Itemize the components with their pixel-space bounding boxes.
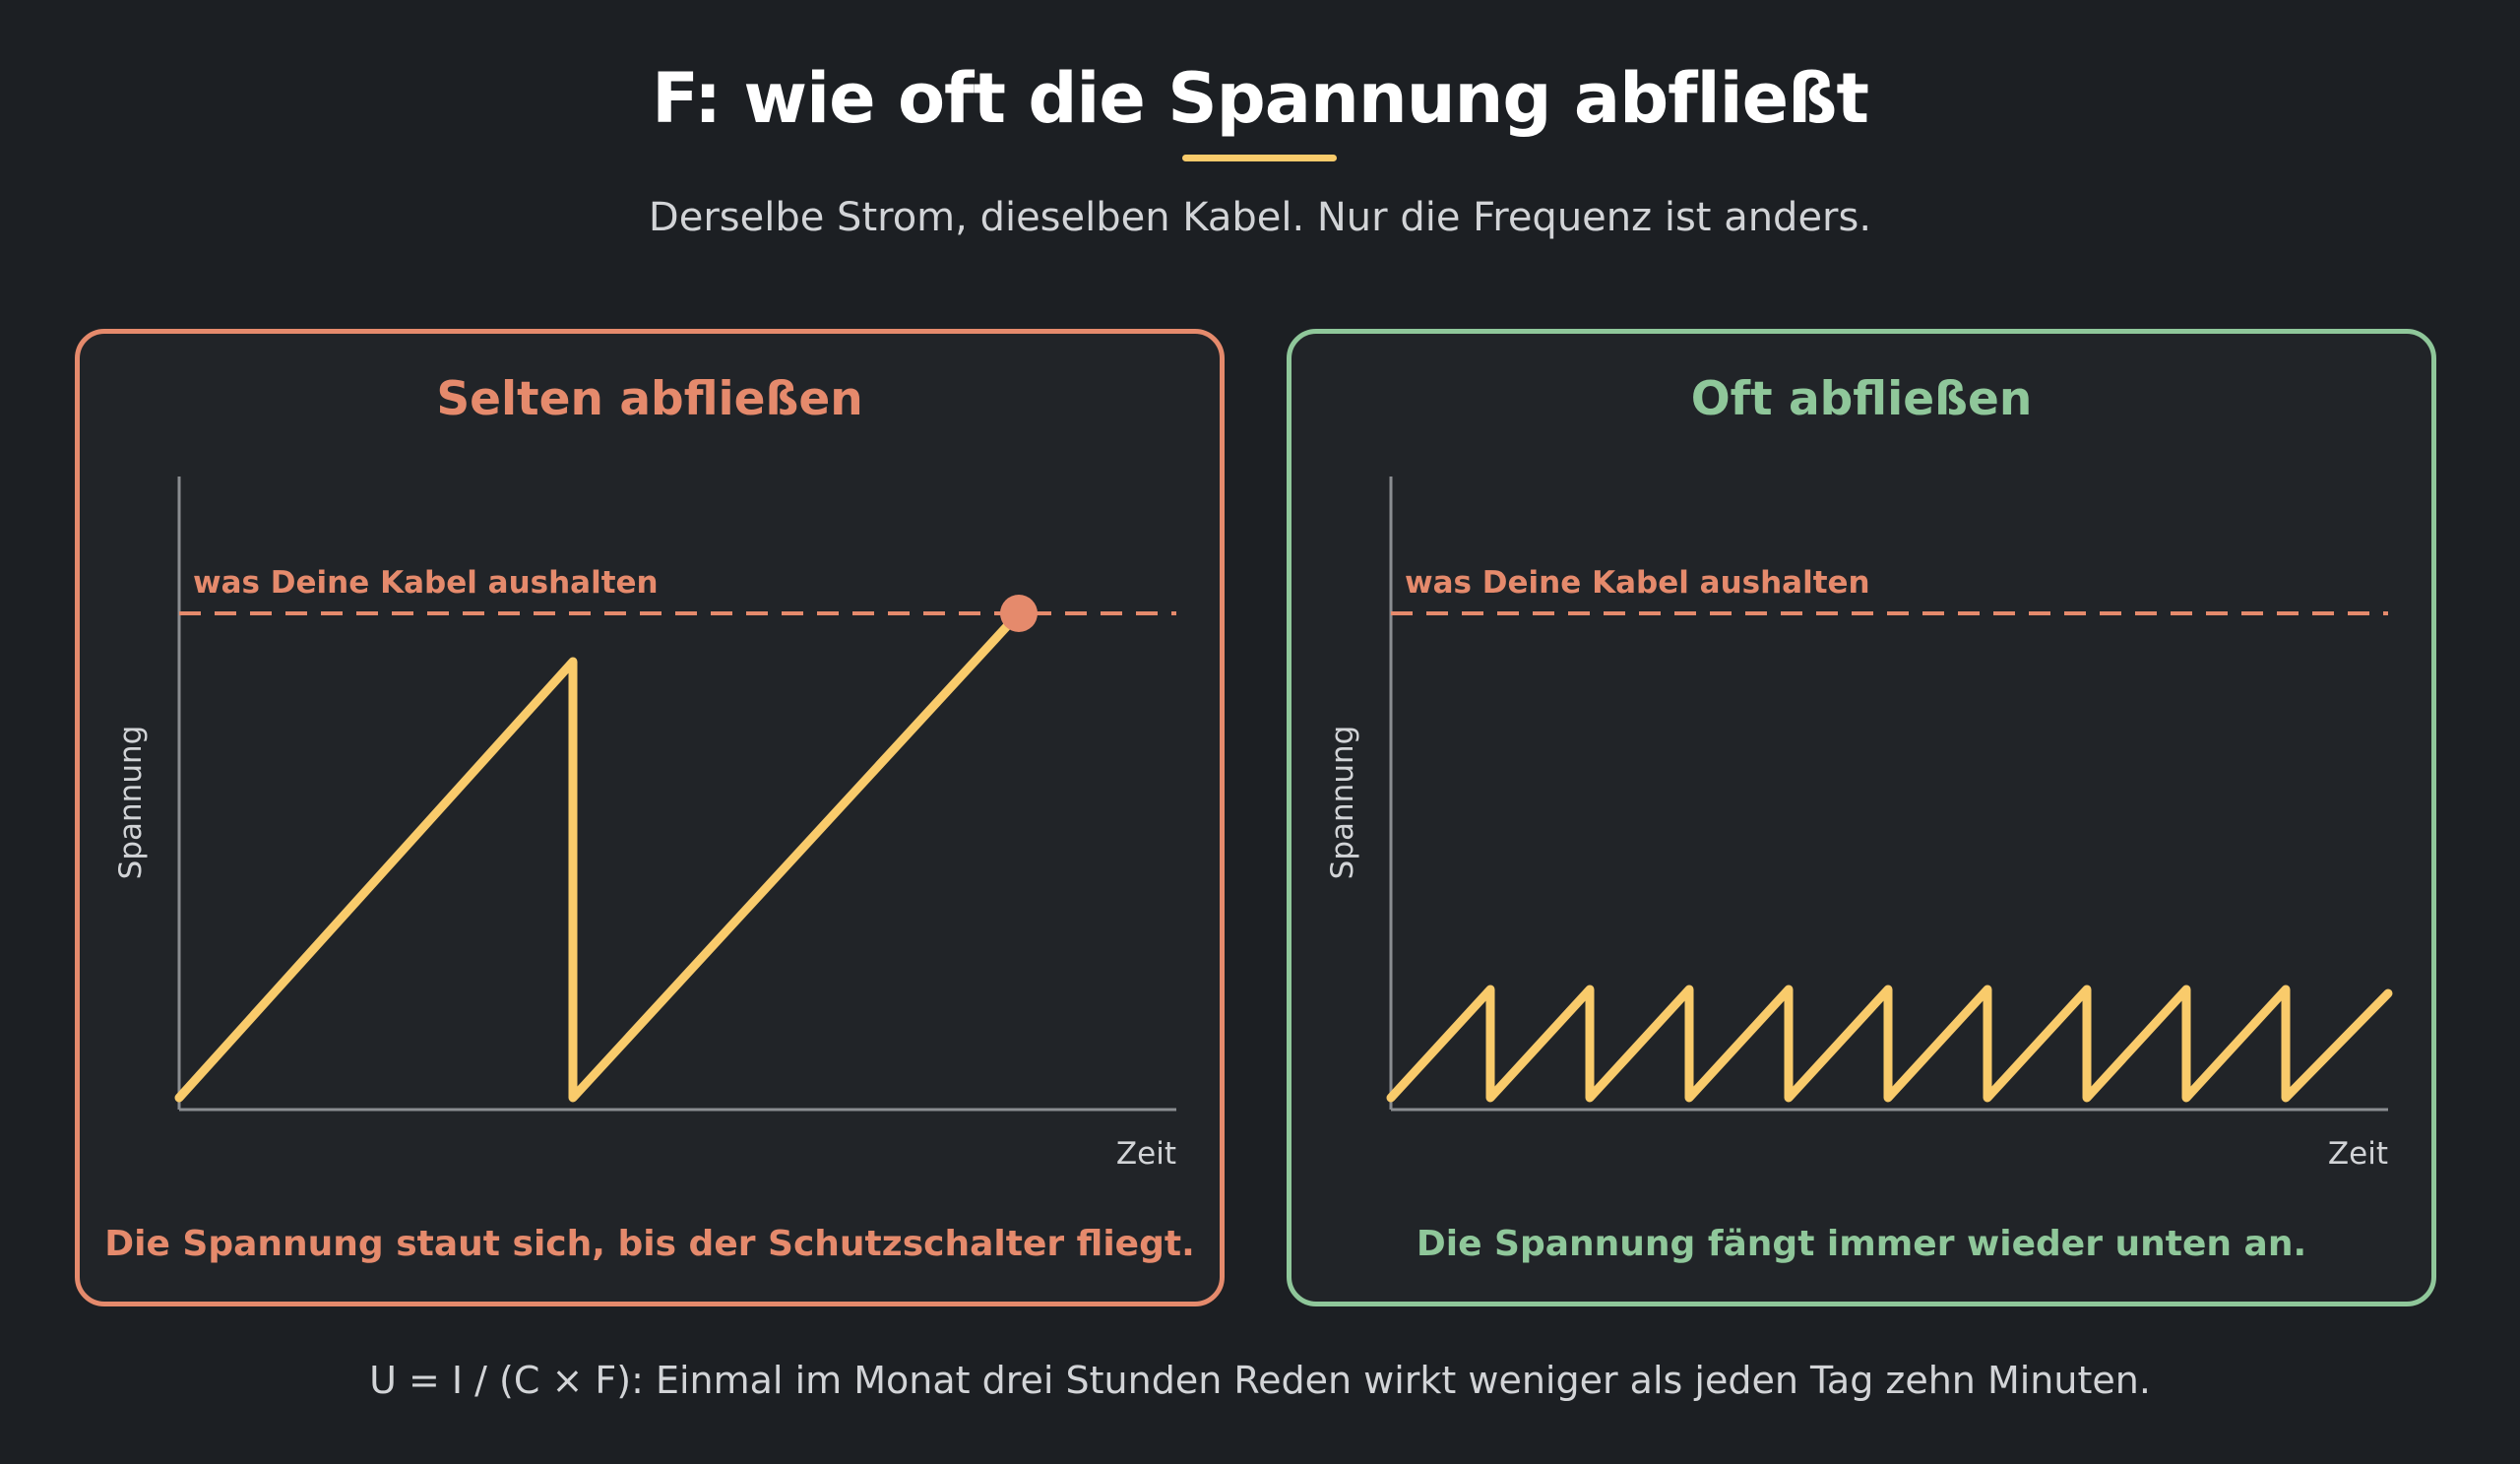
panel-caption: Die Spannung fängt immer wieder unten an… xyxy=(1416,1224,2307,1264)
panel-caption: Die Spannung staut sich, bis der Schutzs… xyxy=(104,1224,1195,1264)
x-axis-label: Zeit xyxy=(2328,1136,2388,1172)
footer-formula: U = I / (C × F): Einmal im Monat drei St… xyxy=(369,1359,2151,1402)
y-axis-label: Spannung xyxy=(113,726,149,880)
panel-rare-discharge: Selten abfließen was Deine Kabel aushalt… xyxy=(75,329,1225,1306)
voltage-chart-rare: was Deine Kabel aushalten Spannung Zeit xyxy=(113,477,1176,1172)
voltage-sawtooth-rare xyxy=(174,608,1024,1103)
panel-often-discharge: Oft abfließen was Deine Kabel aushalten … xyxy=(1287,329,2436,1306)
voltage-chart-often: was Deine Kabel aushalten Spannung Zeit xyxy=(1325,477,2393,1172)
title-underline xyxy=(1182,155,1337,161)
panel-title: Oft abfließen xyxy=(1690,372,2033,426)
voltage-sawtooth-often xyxy=(1386,985,2393,1103)
page-subtitle: Derselbe Strom, dieselben Kabel. Nur die… xyxy=(648,195,1872,240)
page-title: F: wie oft die Spannung abfließt xyxy=(652,58,1869,139)
breaker-trip-point xyxy=(1000,595,1038,632)
threshold-label: was Deine Kabel aushalten xyxy=(1405,565,1870,601)
threshold-label: was Deine Kabel aushalten xyxy=(193,565,659,601)
panel-title: Selten abfließen xyxy=(436,372,863,426)
x-axis-label: Zeit xyxy=(1116,1136,1176,1172)
y-axis-label: Spannung xyxy=(1325,726,1360,880)
